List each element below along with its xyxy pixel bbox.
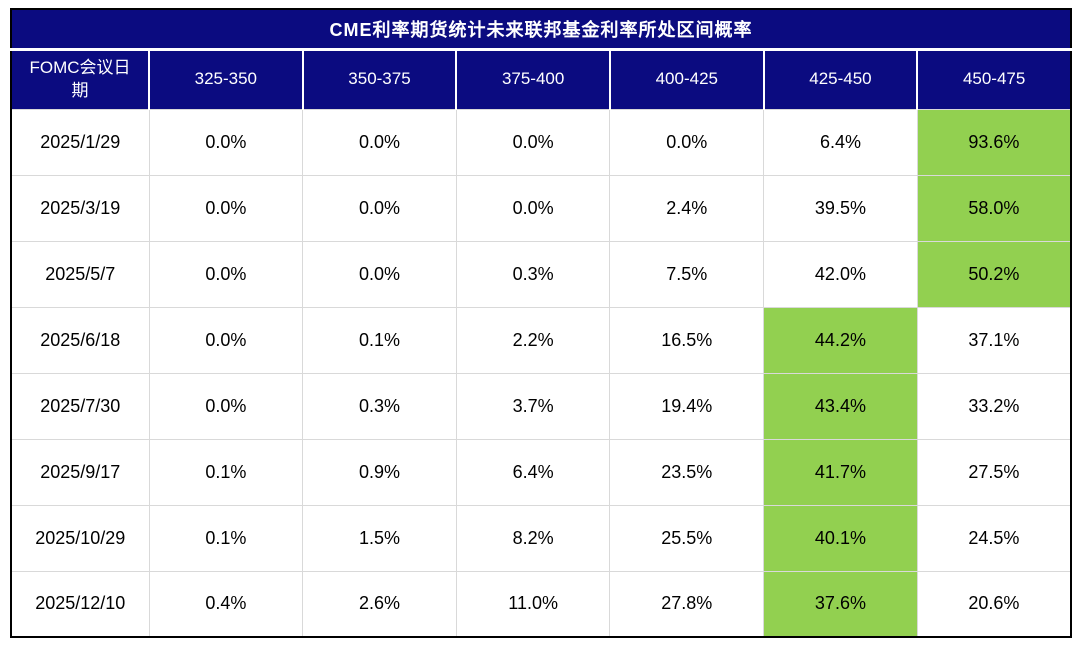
probability-cell: 0.0% bbox=[148, 372, 304, 440]
column-header-425-450: 425-450 bbox=[762, 47, 918, 109]
probability-cell: 19.4% bbox=[609, 372, 765, 440]
probability-cell: 0.1% bbox=[148, 504, 304, 572]
probability-cell-highlighted: 41.7% bbox=[763, 438, 918, 506]
probability-cell: 0.0% bbox=[302, 108, 457, 176]
probability-cell: 6.4% bbox=[763, 108, 918, 176]
probability-cell-highlighted: 43.4% bbox=[763, 372, 918, 440]
column-header-325-350: 325-350 bbox=[148, 47, 303, 109]
probability-cell: 33.2% bbox=[916, 372, 1072, 440]
fomc-date-cell: 2025/6/18 bbox=[10, 306, 150, 374]
probability-cell: 7.5% bbox=[609, 240, 765, 308]
column-header-450-475: 450-475 bbox=[916, 47, 1071, 109]
probability-cell: 0.0% bbox=[455, 108, 611, 176]
probability-cell: 1.5% bbox=[302, 504, 457, 572]
column-header-375-400: 375-400 bbox=[455, 47, 610, 109]
probability-cell: 0.0% bbox=[148, 240, 304, 308]
probability-cell: 8.2% bbox=[455, 504, 611, 572]
table-row: 2025/3/19 0.0% 0.0% 0.0% 2.4% 39.5% 58.0% bbox=[10, 174, 1072, 242]
corner-header-fomc-date: FOMC会议日期 bbox=[11, 47, 149, 109]
probability-cell: 16.5% bbox=[609, 306, 765, 374]
probability-cell: 2.6% bbox=[302, 570, 457, 638]
fomc-date-cell: 2025/1/29 bbox=[10, 108, 150, 176]
probability-cell: 0.0% bbox=[148, 306, 304, 374]
probability-cell: 2.4% bbox=[609, 174, 765, 242]
probability-cell: 3.7% bbox=[455, 372, 611, 440]
column-header-350-375: 350-375 bbox=[301, 47, 457, 109]
probability-cell: 0.0% bbox=[302, 174, 457, 242]
probability-cell: 0.0% bbox=[455, 174, 611, 242]
probability-cell-highlighted: 40.1% bbox=[763, 504, 918, 572]
probability-cell: 11.0% bbox=[455, 570, 611, 638]
table-row: 2025/12/10 0.4% 2.6% 11.0% 27.8% 37.6% 20.6% bbox=[10, 570, 1072, 638]
probability-cell: 25.5% bbox=[609, 504, 765, 572]
table-body: 2025/1/29 0.0% 0.0% 0.0% 0.0% 6.4% 93.6% 2025/3… bbox=[10, 108, 1072, 638]
probability-cell: 0.3% bbox=[455, 240, 611, 308]
fomc-date-cell: 2025/12/10 bbox=[10, 570, 150, 638]
probability-cell: 0.9% bbox=[302, 438, 457, 506]
table-row: 2025/1/29 0.0% 0.0% 0.0% 0.0% 6.4% 93.6% bbox=[10, 108, 1072, 176]
table-row: 2025/9/17 0.1% 0.9% 6.4% 23.5% 41.7% 27.5% bbox=[10, 438, 1072, 506]
table-row: 2025/7/30 0.0% 0.3% 3.7% 19.4% 43.4% 33.2% bbox=[10, 372, 1072, 440]
probability-cell-highlighted: 50.2% bbox=[916, 240, 1072, 308]
probability-cell-highlighted: 37.6% bbox=[763, 570, 918, 638]
fomc-date-cell: 2025/5/7 bbox=[10, 240, 150, 308]
probability-cell: 0.0% bbox=[148, 108, 304, 176]
table-row: 2025/5/7 0.0% 0.0% 0.3% 7.5% 42.0% 50.2% bbox=[10, 240, 1072, 308]
probability-cell: 0.4% bbox=[148, 570, 304, 638]
probability-cell: 27.8% bbox=[609, 570, 765, 638]
column-header-row: FOMC会议日期 325-350 350-375 375-400 400-425 425… bbox=[11, 47, 1071, 109]
probability-cell: 0.3% bbox=[302, 372, 457, 440]
table-row: 2025/10/29 0.1% 1.5% 8.2% 25.5% 40.1% 24.5% bbox=[10, 504, 1072, 572]
fomc-date-cell: 2025/7/30 bbox=[10, 372, 150, 440]
table-title: CME利率期货统计未来联邦基金利率所处区间概率 bbox=[11, 9, 1071, 49]
probability-cell: 0.1% bbox=[302, 306, 457, 374]
probability-cell: 0.0% bbox=[148, 174, 304, 242]
table-head: CME利率期货统计未来联邦基金利率所处区间概率 FOMC会议日期 325-350… bbox=[11, 9, 1071, 109]
fomc-rate-probability-table: CME利率期货统计未来联邦基金利率所处区间概率 FOMC会议日期 325-350… bbox=[10, 8, 1072, 638]
fomc-date-cell: 2025/10/29 bbox=[10, 504, 150, 572]
title-row: CME利率期货统计未来联邦基金利率所处区间概率 bbox=[11, 9, 1071, 49]
column-header-400-425: 400-425 bbox=[608, 47, 764, 109]
probability-cell: 37.1% bbox=[916, 306, 1072, 374]
probability-cell: 0.0% bbox=[302, 240, 457, 308]
probability-cell: 39.5% bbox=[763, 174, 918, 242]
table-row: 2025/6/18 0.0% 0.1% 2.2% 16.5% 44.2% 37.1% bbox=[10, 306, 1072, 374]
probability-cell-highlighted: 93.6% bbox=[916, 108, 1072, 176]
probability-cell: 2.2% bbox=[455, 306, 611, 374]
probability-cell: 20.6% bbox=[916, 570, 1072, 638]
fomc-date-cell: 2025/3/19 bbox=[10, 174, 150, 242]
probability-cell: 0.1% bbox=[148, 438, 304, 506]
probability-cell-highlighted: 58.0% bbox=[916, 174, 1072, 242]
probability-cell: 6.4% bbox=[455, 438, 611, 506]
probability-cell: 42.0% bbox=[763, 240, 918, 308]
probability-cell: 0.0% bbox=[609, 108, 765, 176]
probability-cell: 23.5% bbox=[609, 438, 765, 506]
fomc-date-cell: 2025/9/17 bbox=[10, 438, 150, 506]
probability-cell: 24.5% bbox=[916, 504, 1072, 572]
probability-cell: 27.5% bbox=[916, 438, 1072, 506]
probability-cell-highlighted: 44.2% bbox=[763, 306, 918, 374]
